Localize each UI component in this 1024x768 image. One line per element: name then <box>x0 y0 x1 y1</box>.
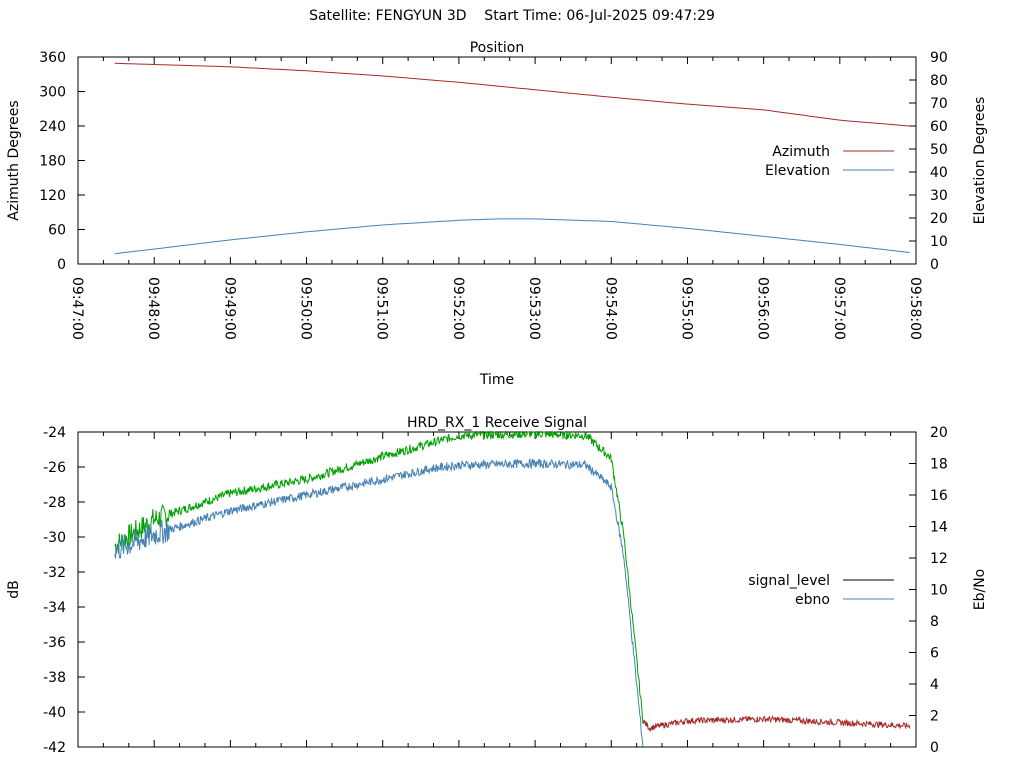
legend-label: ebno <box>795 592 830 608</box>
x-tick-label: 09:53:00 <box>526 277 542 340</box>
y2-tick-label: 2 <box>930 709 939 725</box>
y-tick-label: -30 <box>43 530 66 546</box>
legend-label: Azimuth <box>772 144 830 160</box>
y-tick-label: -42 <box>43 740 66 756</box>
y2-tick-label: 16 <box>930 488 948 504</box>
y2-tick-label: 90 <box>930 50 948 66</box>
plot-title-1: HRD_RX_1 Receive Signal <box>407 415 587 431</box>
y-tick-label: -32 <box>43 565 66 581</box>
series-line-azimuth <box>114 62 910 127</box>
legend-label: signal_level <box>748 573 830 589</box>
y-tick-label: 0 <box>57 257 66 273</box>
plot-frame-1 <box>77 431 917 748</box>
series-line-signal-level <box>114 430 647 726</box>
y2-tick-label: 12 <box>930 551 948 567</box>
y2-tick-label: 20 <box>930 211 948 227</box>
y2-tick-label: 70 <box>930 96 948 112</box>
y2-tick-label: 20 <box>930 425 948 441</box>
x-tick-label: 09:54:00 <box>602 277 618 340</box>
y-tick-label: -24 <box>43 425 66 441</box>
series-line-signal-level-low <box>642 715 911 733</box>
y-tick-label: -40 <box>43 705 66 721</box>
y2-tick-label: 6 <box>930 646 939 662</box>
y2-tick-label: 80 <box>930 73 948 89</box>
y2-tick-label: 10 <box>930 234 948 250</box>
y2-tick-label: 60 <box>930 119 948 135</box>
plot-title-0: Position <box>470 40 525 56</box>
y-tick-label: -26 <box>43 460 66 476</box>
x-tick-label: 09:55:00 <box>678 277 694 340</box>
y-tick-label: 180 <box>39 154 66 170</box>
plot-frame-0 <box>77 56 917 265</box>
chart-header: Satellite: FENGYUN 3D Start Time: 06-Jul… <box>309 8 715 24</box>
y-tick-label: -28 <box>43 495 66 511</box>
x-axis-label-0: Time <box>479 372 514 388</box>
y2-tick-label: 0 <box>930 257 939 273</box>
x-tick-label: 09:56:00 <box>755 277 771 340</box>
y2-tick-label: 14 <box>930 520 948 536</box>
x-tick-label: 09:58:00 <box>907 277 923 340</box>
y2-axis-label-1: Eb/No <box>972 569 988 611</box>
y2-tick-label: 40 <box>930 165 948 181</box>
x-tick-label: 09:48:00 <box>145 277 161 340</box>
x-tick-label: 09:52:00 <box>450 277 466 340</box>
y-tick-label: 240 <box>39 119 66 135</box>
legend-label: Elevation <box>765 163 830 179</box>
x-tick-label: 09:57:00 <box>831 277 847 340</box>
y2-tick-label: 8 <box>930 614 939 630</box>
x-tick-label: 09:51:00 <box>374 277 390 340</box>
y-axis-label-1: dB <box>6 580 22 599</box>
y2-tick-label: 10 <box>930 583 948 599</box>
series-line-ebno <box>114 457 644 748</box>
y2-tick-label: 30 <box>930 188 948 204</box>
y-tick-label: -38 <box>43 670 66 686</box>
y2-axis-label-0: Elevation Degrees <box>972 97 988 225</box>
y-tick-label: -36 <box>43 635 66 651</box>
y-tick-label: -34 <box>43 600 66 616</box>
y2-tick-label: 50 <box>930 142 948 158</box>
y-tick-label: 360 <box>39 50 66 66</box>
x-tick-label: 09:49:00 <box>221 277 237 340</box>
y-axis-label-0: Azimuth Degrees <box>6 100 22 220</box>
y-tick-label: 300 <box>39 85 66 101</box>
y2-tick-label: 18 <box>930 457 948 473</box>
x-tick-label: 09:47:00 <box>69 277 85 340</box>
x-tick-label: 09:50:00 <box>298 277 314 340</box>
y-tick-label: 120 <box>39 188 66 204</box>
y2-tick-label: 4 <box>930 677 939 693</box>
series-line-elevation <box>114 218 910 255</box>
y2-tick-label: 0 <box>930 740 939 756</box>
y-tick-label: 60 <box>48 223 66 239</box>
